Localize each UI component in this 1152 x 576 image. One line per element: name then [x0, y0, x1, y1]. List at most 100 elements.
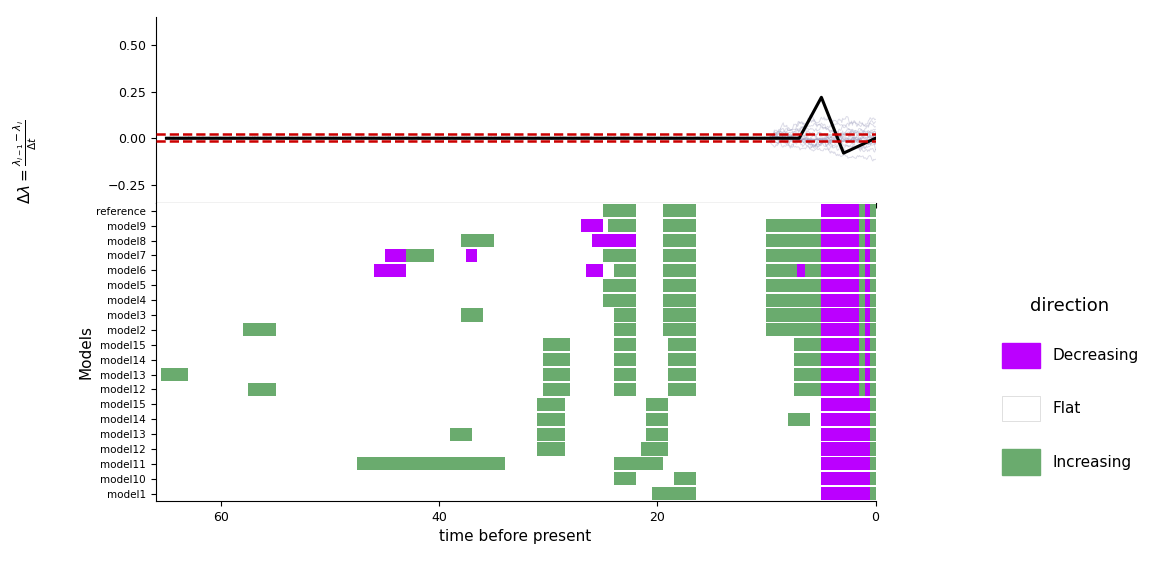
Bar [794, 338, 876, 351]
Bar [766, 279, 876, 292]
Bar [821, 264, 870, 277]
Bar [821, 249, 870, 262]
Bar [794, 353, 876, 366]
Bar [859, 323, 865, 336]
Bar [385, 249, 407, 262]
Bar [543, 368, 570, 381]
Bar [614, 264, 636, 277]
Bar [614, 234, 630, 247]
Bar [766, 219, 876, 232]
Bar [859, 472, 876, 486]
Bar [592, 234, 614, 247]
Y-axis label: Models: Models [78, 325, 93, 379]
Bar [821, 398, 870, 411]
Bar [248, 383, 275, 396]
Bar [662, 294, 696, 306]
Bar [581, 219, 602, 232]
Bar [859, 234, 865, 247]
Bar [602, 249, 636, 262]
Bar [788, 412, 810, 426]
Bar [450, 427, 472, 441]
Bar [859, 249, 865, 262]
Bar [859, 309, 865, 321]
Bar [543, 338, 570, 351]
Bar [662, 249, 696, 262]
Bar [662, 309, 696, 321]
Bar [614, 234, 636, 247]
Bar [821, 368, 870, 381]
Bar [357, 457, 505, 471]
Bar [373, 264, 407, 277]
Bar [668, 383, 696, 396]
Bar [662, 323, 696, 336]
Bar [407, 249, 433, 262]
Bar [662, 279, 696, 292]
Legend: Decreasing, Flat, Increasing: Decreasing, Flat, Increasing [995, 291, 1144, 480]
Bar [859, 353, 865, 366]
Bar [821, 487, 870, 500]
Bar [821, 457, 870, 471]
Bar [668, 338, 696, 351]
Bar [794, 368, 876, 381]
Bar [859, 398, 876, 411]
Bar [537, 398, 564, 411]
Bar [821, 219, 870, 232]
Bar [537, 412, 564, 426]
Bar [602, 294, 636, 306]
Bar [859, 279, 865, 292]
Bar [161, 368, 188, 381]
Bar [614, 338, 636, 351]
Bar [821, 383, 870, 396]
Bar [614, 368, 636, 381]
Bar [766, 294, 876, 306]
Bar [859, 427, 876, 441]
Bar [641, 442, 668, 456]
Bar [537, 442, 564, 456]
Bar [854, 457, 876, 471]
X-axis label: time before present: time before present [439, 529, 592, 544]
Bar [821, 323, 870, 336]
Bar [859, 219, 865, 232]
Bar [859, 487, 876, 500]
Bar [662, 204, 696, 217]
Bar [646, 412, 668, 426]
Bar [662, 264, 696, 277]
Bar [821, 279, 870, 292]
Bar [821, 472, 870, 486]
Bar [461, 234, 494, 247]
Bar [662, 219, 696, 232]
Bar [543, 383, 570, 396]
Bar [614, 457, 662, 471]
Bar [766, 323, 876, 336]
Bar [543, 353, 570, 366]
Bar [766, 264, 876, 277]
Text: $\Delta\lambda = \frac{\lambda_{i-1} - \lambda_i}{\Delta t}$: $\Delta\lambda = \frac{\lambda_{i-1} - \… [12, 119, 39, 203]
Bar [821, 309, 870, 321]
Bar [821, 204, 870, 217]
Bar [602, 204, 636, 217]
Bar [821, 427, 870, 441]
Bar [537, 427, 564, 441]
Bar [674, 472, 696, 486]
Bar [614, 323, 636, 336]
Bar [668, 353, 696, 366]
Bar [859, 442, 876, 456]
Bar [461, 309, 483, 321]
Bar [243, 323, 275, 336]
Bar [614, 309, 636, 321]
Bar [859, 338, 865, 351]
Bar [586, 264, 602, 277]
Bar [859, 383, 865, 396]
Bar [859, 412, 876, 426]
Bar [794, 383, 876, 396]
Bar [614, 353, 636, 366]
Bar [821, 353, 870, 366]
Bar [766, 249, 876, 262]
Bar [821, 234, 870, 247]
Bar [859, 294, 865, 306]
Bar [614, 383, 636, 396]
Bar [821, 338, 870, 351]
Bar [859, 368, 865, 381]
Bar [586, 219, 598, 232]
Bar [602, 279, 636, 292]
